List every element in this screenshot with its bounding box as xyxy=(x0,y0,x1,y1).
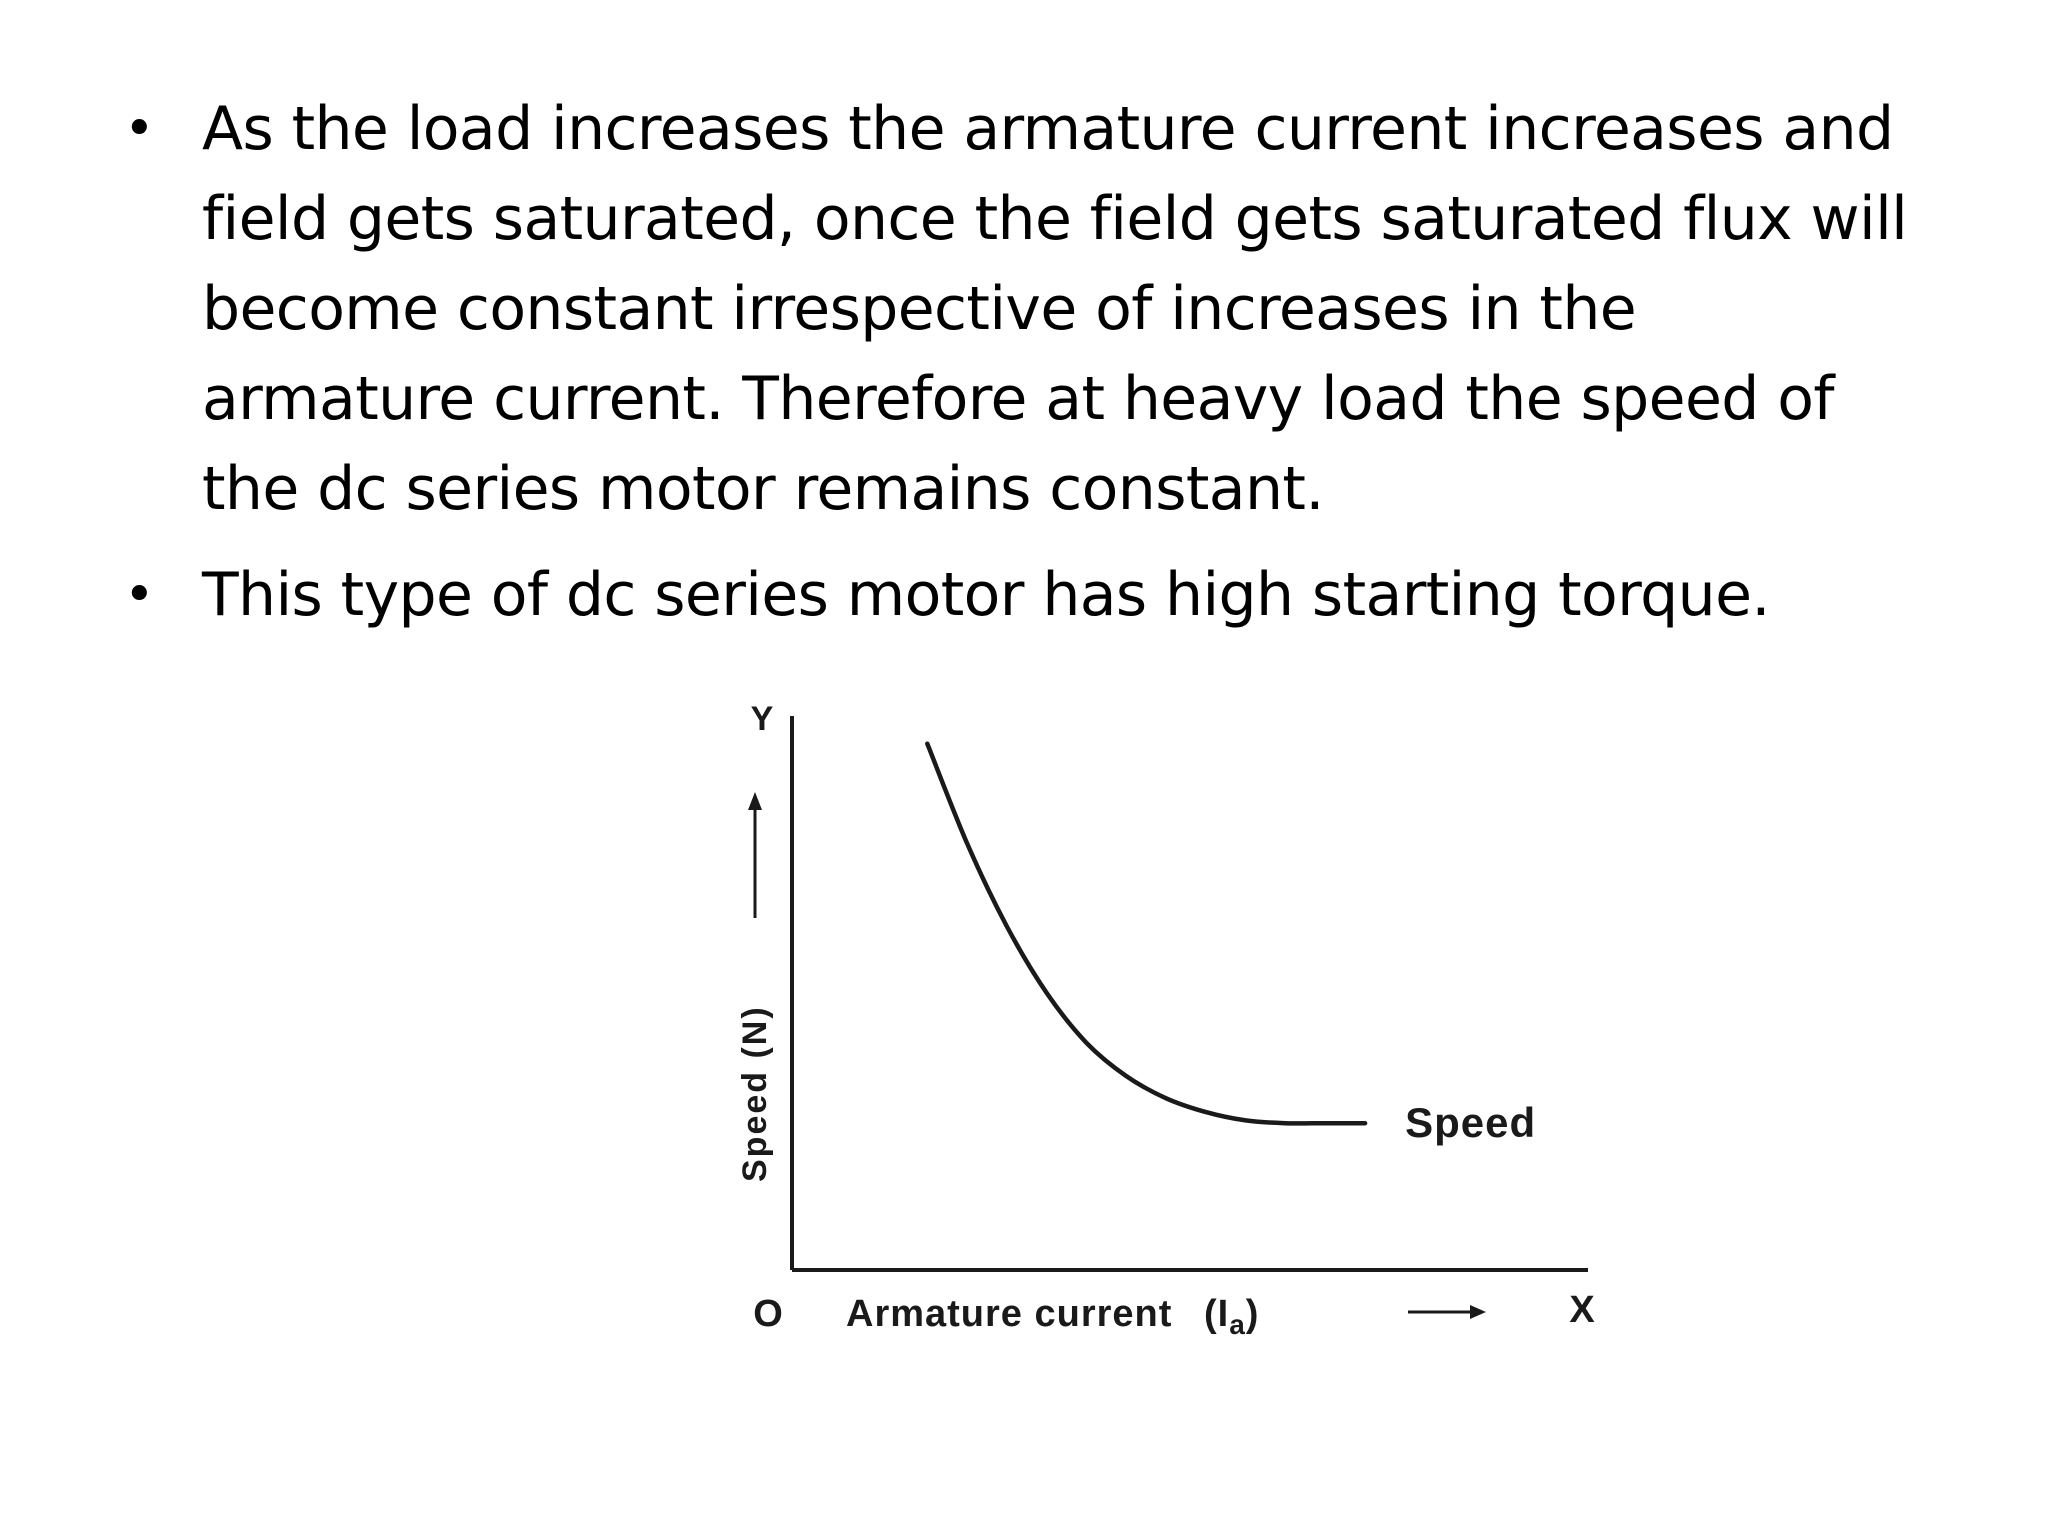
chart-svg: Y X O Armature current (Ia) Speed (N) Sp… xyxy=(736,700,1595,1340)
y-axis-label: Speed (N) xyxy=(736,1005,774,1182)
bullet-line: field gets saturated, once the field get… xyxy=(202,184,1908,254)
series-line-speed xyxy=(925,741,1368,1126)
y-axis-letter: Y xyxy=(751,700,774,738)
bullet-line: This type of dc series motor has high st… xyxy=(202,560,1770,630)
bullet-dot: • xyxy=(124,565,155,625)
x-axis-label: Armature current (Ia) xyxy=(846,1293,1259,1340)
x-label-arrowhead xyxy=(1470,1305,1486,1319)
bullet-dot: • xyxy=(124,99,155,159)
bullet-line: become constant irrespective of increase… xyxy=(202,274,1637,344)
speed-characteristic-chart: Y X O Armature current (Ia) Speed (N) Sp… xyxy=(700,690,1640,1380)
series-group xyxy=(925,741,1368,1126)
bullet-list: • As the load increases the armature cur… xyxy=(118,84,1978,656)
series-label-speed: Speed xyxy=(1405,1099,1536,1146)
x-axis-label-symbol: I xyxy=(1218,1293,1230,1335)
bullet-item-starting-torque: • This type of dc series motor has high … xyxy=(118,550,1978,640)
x-axis-label-paren-close: ) xyxy=(1246,1293,1260,1335)
origin-label: O xyxy=(753,1293,783,1335)
y-label-arrowhead xyxy=(748,792,762,810)
bullet-line: armature current. Therefore at heavy loa… xyxy=(202,364,1834,434)
x-axis-label-text: Armature current xyxy=(846,1293,1172,1335)
x-axis-label-paren-open: ( xyxy=(1204,1293,1218,1335)
x-axis-letter: X xyxy=(1569,1289,1595,1331)
bullet-line: As the load increases the armature curre… xyxy=(202,94,1894,164)
bullet-line: the dc series motor remains constant. xyxy=(202,454,1324,524)
x-axis-label-subscript: a xyxy=(1229,1309,1246,1340)
bullet-item-saturation: • As the load increases the armature cur… xyxy=(118,84,1978,534)
